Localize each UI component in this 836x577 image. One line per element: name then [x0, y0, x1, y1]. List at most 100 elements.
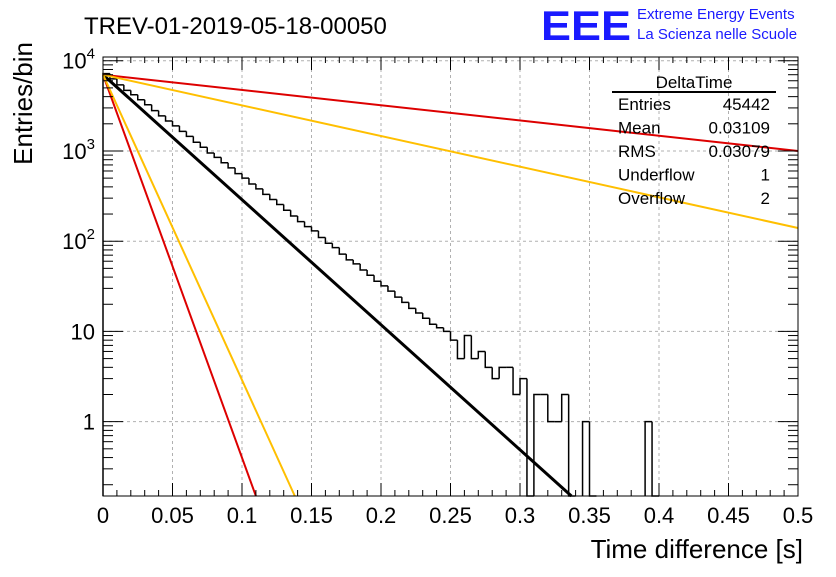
histogram-bin [116, 78, 124, 86]
histogram-bin [519, 377, 527, 395]
eee-logo-mark: EEE [541, 2, 631, 49]
histogram-bin [296, 216, 305, 223]
fit-curve-red-fast [102, 74, 257, 497]
stats-row-value: 1 [761, 166, 770, 185]
histogram-bin [352, 259, 361, 265]
histogram-bin [373, 275, 381, 282]
histogram-bin [644, 420, 653, 496]
histogram-bin [143, 99, 152, 106]
histogram-bin [394, 291, 402, 298]
y-tick-exponent: 4 [87, 46, 95, 63]
histogram-bin [164, 115, 173, 122]
histogram-bin [234, 167, 242, 175]
x-tick-label: 0.45 [707, 503, 750, 528]
histogram-bin [456, 340, 465, 360]
histogram-bin [192, 136, 201, 143]
stats-rows: Entries 45442 Mean 0.03109 RMS 0.03079 Underfl… [618, 95, 770, 208]
histogram-bin [449, 331, 458, 341]
histogram-bin [477, 350, 486, 359]
histogram-bin [331, 243, 340, 249]
y-tick-base: 10 [62, 139, 86, 164]
stats-row-label: Entries [618, 95, 671, 114]
stats-title: DeltaTime [656, 73, 733, 92]
x-tick-label: 0.1 [227, 503, 258, 528]
x-tick-label: 0.3 [505, 503, 536, 528]
stats-row-label: Underflow [618, 166, 695, 185]
histogram-bin [428, 318, 437, 326]
histogram-bin [359, 263, 368, 271]
x-tick-label: 0.15 [290, 503, 333, 528]
stats-box: DeltaTime Entries 45442 Mean 0.03109 RMS 0.03… [612, 73, 776, 208]
x-tick-label: 0.05 [151, 503, 194, 528]
stats-row-label: Overflow [618, 189, 686, 208]
histogram-bin [324, 237, 333, 244]
x-tick-label: 0.4 [644, 503, 675, 528]
histogram-bin [380, 281, 388, 287]
histogram-bin [408, 302, 416, 310]
histogram-bin [276, 199, 284, 206]
eee-logo: EEE Extreme Energy Events La Scienza nel… [541, 2, 797, 49]
y-tick-label: 104 [62, 46, 95, 74]
histogram-bin [171, 120, 180, 127]
eee-logo-line2: La Scienza nelle Scuole [637, 26, 797, 43]
x-tick-label: 0.35 [568, 503, 611, 528]
histogram-bin [345, 254, 354, 261]
histogram-bin [581, 420, 590, 496]
fit-curve-yellow-slow [102, 73, 799, 229]
stats-row-value: 2 [761, 189, 770, 208]
histogram-bin [512, 367, 520, 396]
y-tick-base: 10 [62, 229, 86, 254]
y-tick-base: 10 [62, 49, 86, 74]
y-tick-label: 102 [62, 226, 95, 254]
histogram-bin [463, 334, 472, 359]
x-tick-label: 0 [97, 503, 109, 528]
histogram-bin [185, 131, 194, 138]
histogram-bin [227, 162, 236, 169]
x-tick-label: 0.2 [366, 503, 397, 528]
histogram-bin [401, 297, 409, 304]
histogram-bin [526, 378, 534, 497]
histogram-bin [387, 285, 395, 292]
fit-curve-black [101, 73, 573, 498]
x-axis-label: Time difference [s] [591, 534, 803, 564]
axis-ticks [102, 57, 799, 496]
fit-curve-yellow-fast [102, 74, 296, 497]
y-axis-label: Entries/bin [8, 42, 38, 165]
histogram-bin [421, 313, 430, 319]
stats-row-label: Mean [618, 119, 661, 138]
grid [103, 57, 798, 496]
histogram-bin [102, 72, 110, 496]
y-tick-label: 1 [83, 410, 95, 435]
histogram-bin [157, 110, 166, 117]
histogram-bin [137, 94, 145, 101]
histogram-bin [415, 308, 423, 314]
histogram-bin [484, 351, 493, 369]
histogram-bin [651, 421, 659, 497]
histogram-bin [130, 90, 138, 96]
histogram-bin [470, 335, 479, 360]
histogram-bin [199, 142, 208, 148]
tick-labels: 0 0.05 0.1 0.15 0.2 0.25 0.3 0.35 0.4 0.45 0.51101… [62, 46, 813, 528]
fit-curves [101, 73, 799, 498]
histogram-bin [303, 221, 312, 228]
histogram-bin [123, 84, 131, 92]
histogram-bin [150, 104, 159, 112]
histogram-bin [269, 194, 277, 201]
histogram-bin [213, 152, 222, 159]
histogram-bin [560, 393, 569, 422]
histogram-bin [241, 173, 249, 179]
histogram-bin [220, 157, 229, 164]
histogram-bin [533, 393, 541, 496]
stats-row-label: RMS [618, 142, 656, 161]
stats-row-value: 0.03109 [709, 119, 770, 138]
y-tick-label: 10 [71, 319, 95, 344]
histogram-bin [442, 327, 451, 333]
histogram-bin [310, 226, 319, 232]
eee-logo-line1: Extreme Energy Events [637, 6, 795, 23]
histogram-bin [282, 204, 291, 212]
histogram-bin [255, 184, 263, 190]
histogram-bin [289, 210, 298, 217]
histogram-bin [262, 188, 270, 196]
histogram-bin [491, 367, 500, 380]
